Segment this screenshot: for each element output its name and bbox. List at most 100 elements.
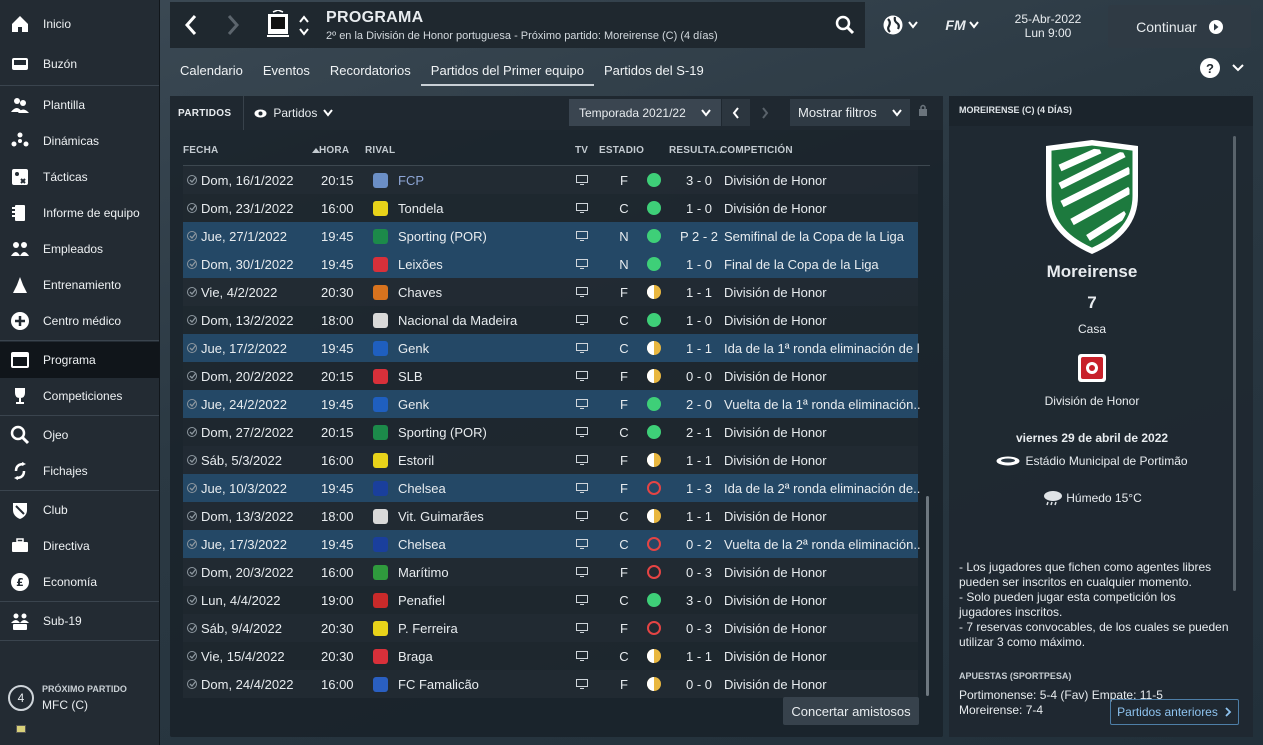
view-selector[interactable]: Partidos — [244, 106, 343, 120]
season-next-button[interactable] — [751, 99, 779, 126]
rival-crest-icon[interactable] — [373, 250, 388, 278]
match-competition[interactable]: Semifinal de la Copa de la Liga — [724, 228, 904, 244]
rival-crest-icon[interactable] — [373, 446, 388, 474]
table-row[interactable]: Dom, 20/3/2022 16:00 Marítimo F 0 - 3 Divisió… — [183, 558, 918, 586]
match-score[interactable]: 1 - 1 — [685, 452, 712, 468]
rival-name[interactable]: P. Ferreira — [398, 620, 458, 636]
back-button[interactable] — [170, 2, 212, 48]
match-competition[interactable]: Vuelta de la 2ª ronda eliminación... — [724, 536, 920, 552]
match-score[interactable]: 0 - 0 — [685, 368, 712, 384]
match-score[interactable]: 1 - 1 — [685, 648, 712, 664]
table-row[interactable]: Dom, 24/4/2022 16:00 FC Famalicão F 0 - 0 Div… — [183, 670, 918, 698]
rival-name[interactable]: Chaves — [398, 284, 443, 300]
match-score[interactable]: 3 - 0 — [685, 592, 712, 608]
rival-name[interactable]: Chelsea — [398, 536, 446, 552]
rival-crest-icon[interactable] — [373, 530, 388, 558]
tab-4[interactable]: Partidos del S-19 — [604, 63, 704, 78]
match-competition[interactable]: Ida de la 1ª ronda eliminación de l... — [724, 340, 920, 356]
rival-name[interactable]: Estoril — [398, 452, 435, 468]
help-button[interactable]: ? — [1200, 58, 1220, 78]
table-row[interactable]: Dom, 27/2/2022 20:15 Sporting (POR) C 2 - 1 D… — [183, 418, 918, 446]
match-competition[interactable]: División de Honor — [724, 312, 827, 328]
rival-name[interactable]: Chelsea — [398, 480, 446, 496]
rival-name[interactable]: Vit. Guimarães — [398, 508, 484, 524]
lock-icon[interactable] — [918, 104, 928, 116]
table-row[interactable]: Jue, 27/1/2022 19:45 Sporting (POR) N P 2 - … — [183, 222, 918, 250]
sidebar-item-u19[interactable]: Sub-19 — [0, 603, 159, 639]
sidebar-item-club[interactable]: Club — [0, 492, 159, 528]
rival-name[interactable]: Nacional da Madeira — [398, 312, 518, 328]
competition-name[interactable]: División de Honor — [1044, 394, 1140, 408]
rival-crest-icon[interactable] — [373, 222, 388, 250]
match-score[interactable]: 1 - 1 — [685, 340, 712, 356]
rival-name[interactable]: Sporting (POR) — [398, 424, 487, 440]
table-row[interactable]: Jue, 10/3/2022 19:45 Chelsea F 1 - 3 Ida de l… — [183, 474, 920, 502]
rival-crest-icon[interactable] — [373, 418, 388, 446]
continue-button[interactable]: Continuar — [1108, 5, 1251, 48]
sidebar-item-tactics[interactable]: Tácticas — [0, 159, 159, 195]
match-competition[interactable]: Final de la Copa de la Liga — [724, 256, 879, 272]
rival-name[interactable]: FCP — [398, 172, 424, 188]
match-competition[interactable]: División de Honor — [724, 284, 827, 300]
tab-2[interactable]: Recordatorios — [329, 63, 411, 78]
table-row[interactable]: Vie, 4/2/2022 20:30 Chaves F 1 - 1 División d… — [183, 278, 918, 306]
table-row[interactable]: Dom, 30/1/2022 19:45 Leixões N 1 - 0 Final de… — [183, 250, 918, 278]
rival-crest-icon[interactable] — [373, 586, 388, 614]
rival-name[interactable]: SLB — [398, 368, 423, 384]
col-rival[interactable]: RIVAL — [365, 145, 396, 156]
sidebar-item-home[interactable]: Inicio — [0, 4, 159, 44]
col-time[interactable]: HORA — [319, 145, 350, 156]
match-score[interactable]: 3 - 0 — [685, 172, 712, 188]
forward-button[interactable] — [212, 2, 254, 48]
rival-name[interactable]: Genk — [398, 396, 430, 412]
game-date[interactable]: 25-Abr-2022 Lun 9:00 — [1003, 12, 1093, 40]
table-row[interactable]: Vie, 15/4/2022 20:30 Braga C 1 - 1 División d… — [183, 642, 918, 670]
match-score[interactable]: 1 - 1 — [685, 508, 712, 524]
sidebar-item-trophy[interactable]: Competiciones — [0, 378, 159, 414]
rival-name[interactable]: Tondela — [398, 200, 444, 216]
match-score[interactable]: 2 - 0 — [685, 396, 712, 412]
search-button[interactable] — [825, 2, 865, 48]
rival-crest-icon[interactable] — [373, 278, 388, 306]
sidebar-item-schedule[interactable]: Programa — [0, 342, 159, 378]
match-score[interactable]: 1 - 1 — [685, 284, 712, 300]
show-filters-button[interactable]: Mostrar filtros — [790, 99, 910, 126]
table-row[interactable]: Dom, 20/2/2022 20:15 SLB F 0 - 0 División de … — [183, 362, 918, 390]
rival-crest-icon[interactable] — [373, 558, 388, 586]
table-row[interactable]: Jue, 17/3/2022 19:45 Chelsea C 0 - 2 Vuelta d… — [183, 530, 920, 558]
club-switcher[interactable] — [296, 14, 312, 36]
rival-name[interactable]: Sporting (POR) — [398, 228, 487, 244]
match-score[interactable]: 0 - 2 — [685, 536, 712, 552]
match-competition[interactable]: División de Honor — [724, 508, 827, 524]
season-prev-button[interactable] — [722, 99, 750, 126]
tab-1[interactable]: Eventos — [262, 63, 310, 78]
rival-name[interactable]: FC Famalicão — [398, 676, 479, 692]
match-competition[interactable]: División de Honor — [724, 172, 827, 188]
match-competition[interactable]: Ida de la 2ª ronda eliminación de... — [724, 480, 920, 496]
sidebar-item-board[interactable]: Directiva — [0, 528, 159, 564]
opponent-crest[interactable] — [949, 138, 1235, 261]
sidebar-item-scouting[interactable]: Ojeo — [0, 417, 159, 453]
sidebar-item-team-report[interactable]: Informe de equipo — [0, 195, 159, 231]
previous-matches-button[interactable]: Partidos anteriores — [1110, 699, 1239, 725]
rival-crest-icon[interactable] — [373, 306, 388, 334]
competition-logo-wrap[interactable] — [949, 354, 1235, 385]
match-competition[interactable]: División de Honor — [724, 592, 827, 608]
match-score[interactable]: 1 - 0 — [685, 200, 712, 216]
table-row[interactable]: Dom, 13/2/2022 18:00 Nacional da Madeira C 1… — [183, 306, 918, 334]
match-score[interactable]: 0 - 0 — [685, 676, 712, 692]
tab-3[interactable]: Partidos del Primer equipo — [420, 58, 594, 86]
arrange-friendlies-button[interactable]: Concertar amistosos — [783, 697, 919, 725]
table-row[interactable]: Lun, 4/4/2022 19:00 Penafiel C 3 - 0 División… — [183, 586, 918, 614]
rival-crest-icon[interactable] — [373, 334, 388, 362]
mini-icon[interactable] — [16, 725, 26, 733]
table-row[interactable]: Dom, 16/1/2022 20:15 FCP F 3 - 0 División de … — [183, 166, 918, 194]
rival-name[interactable]: Genk — [398, 340, 430, 356]
rival-crest-icon[interactable] — [373, 166, 388, 194]
match-score[interactable]: 0 - 3 — [685, 564, 712, 580]
table-row[interactable]: Sáb, 5/3/2022 16:00 Estoril F 1 - 1 División … — [183, 446, 918, 474]
sidebar-item-medical[interactable]: Centro médico — [0, 303, 159, 339]
rival-crest-icon[interactable] — [373, 362, 388, 390]
match-competition[interactable]: División de Honor — [724, 452, 827, 468]
match-score[interactable]: 0 - 3 — [685, 620, 712, 636]
